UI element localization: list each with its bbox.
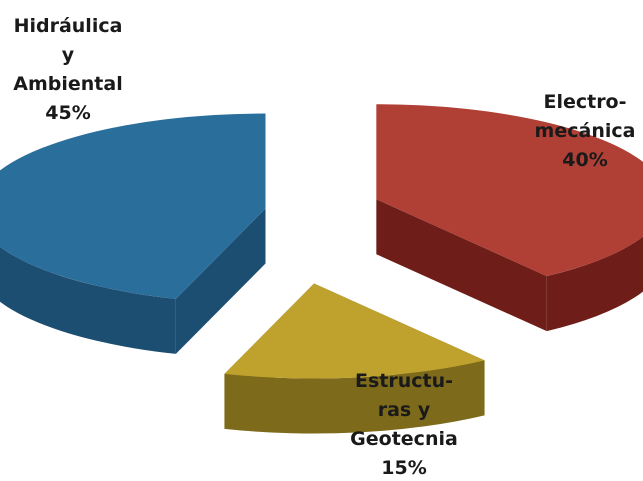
pie-slice-rim: [224, 360, 485, 434]
pie-label-line: y: [62, 44, 75, 66]
pie-label-line: Electro-: [543, 91, 626, 113]
pie-label-hidraulica-ambiental: Hidráulica y Ambiental 45%: [13, 15, 122, 124]
pie-label-line: 40%: [562, 149, 607, 171]
pie-slice-hidraulica-ambiental: [0, 113, 266, 354]
pie-label-line: Geotecnia: [350, 428, 458, 450]
pie-slice-estructuras-geotecnia: [224, 283, 485, 434]
pie-slice-top: [0, 113, 266, 299]
pie-label-line: Ambiental: [13, 73, 122, 95]
pie-label-line: ras y: [378, 399, 431, 421]
pie-slice-top: [224, 283, 485, 379]
pie-slice-electromecanica: [376, 104, 643, 332]
pie-slices: [0, 104, 643, 434]
pie-label-line: 15%: [381, 457, 426, 479]
pie-labels: Hidráulica y Ambiental 45% Electro-mecánica 4…: [13, 15, 635, 479]
pie-label-line: mecánica: [535, 120, 636, 142]
pie-slice-rim: [0, 246, 176, 354]
pie-slice-wall: [175, 208, 266, 354]
pie-slice-wall: [376, 199, 547, 332]
pie-label-estructuras-geotecnia: Estructu-ras y Geotecnia 15%: [350, 370, 458, 479]
pie-slice-rim: [546, 236, 643, 332]
pie-label-line: 45%: [45, 102, 90, 124]
pie-label-electromecanica: Electro-mecánica 40%: [535, 91, 636, 171]
pie-label-line: Hidráulica: [14, 15, 123, 37]
pie-slice-top: [376, 104, 643, 277]
pie-label-line: Estructu-: [355, 370, 453, 392]
